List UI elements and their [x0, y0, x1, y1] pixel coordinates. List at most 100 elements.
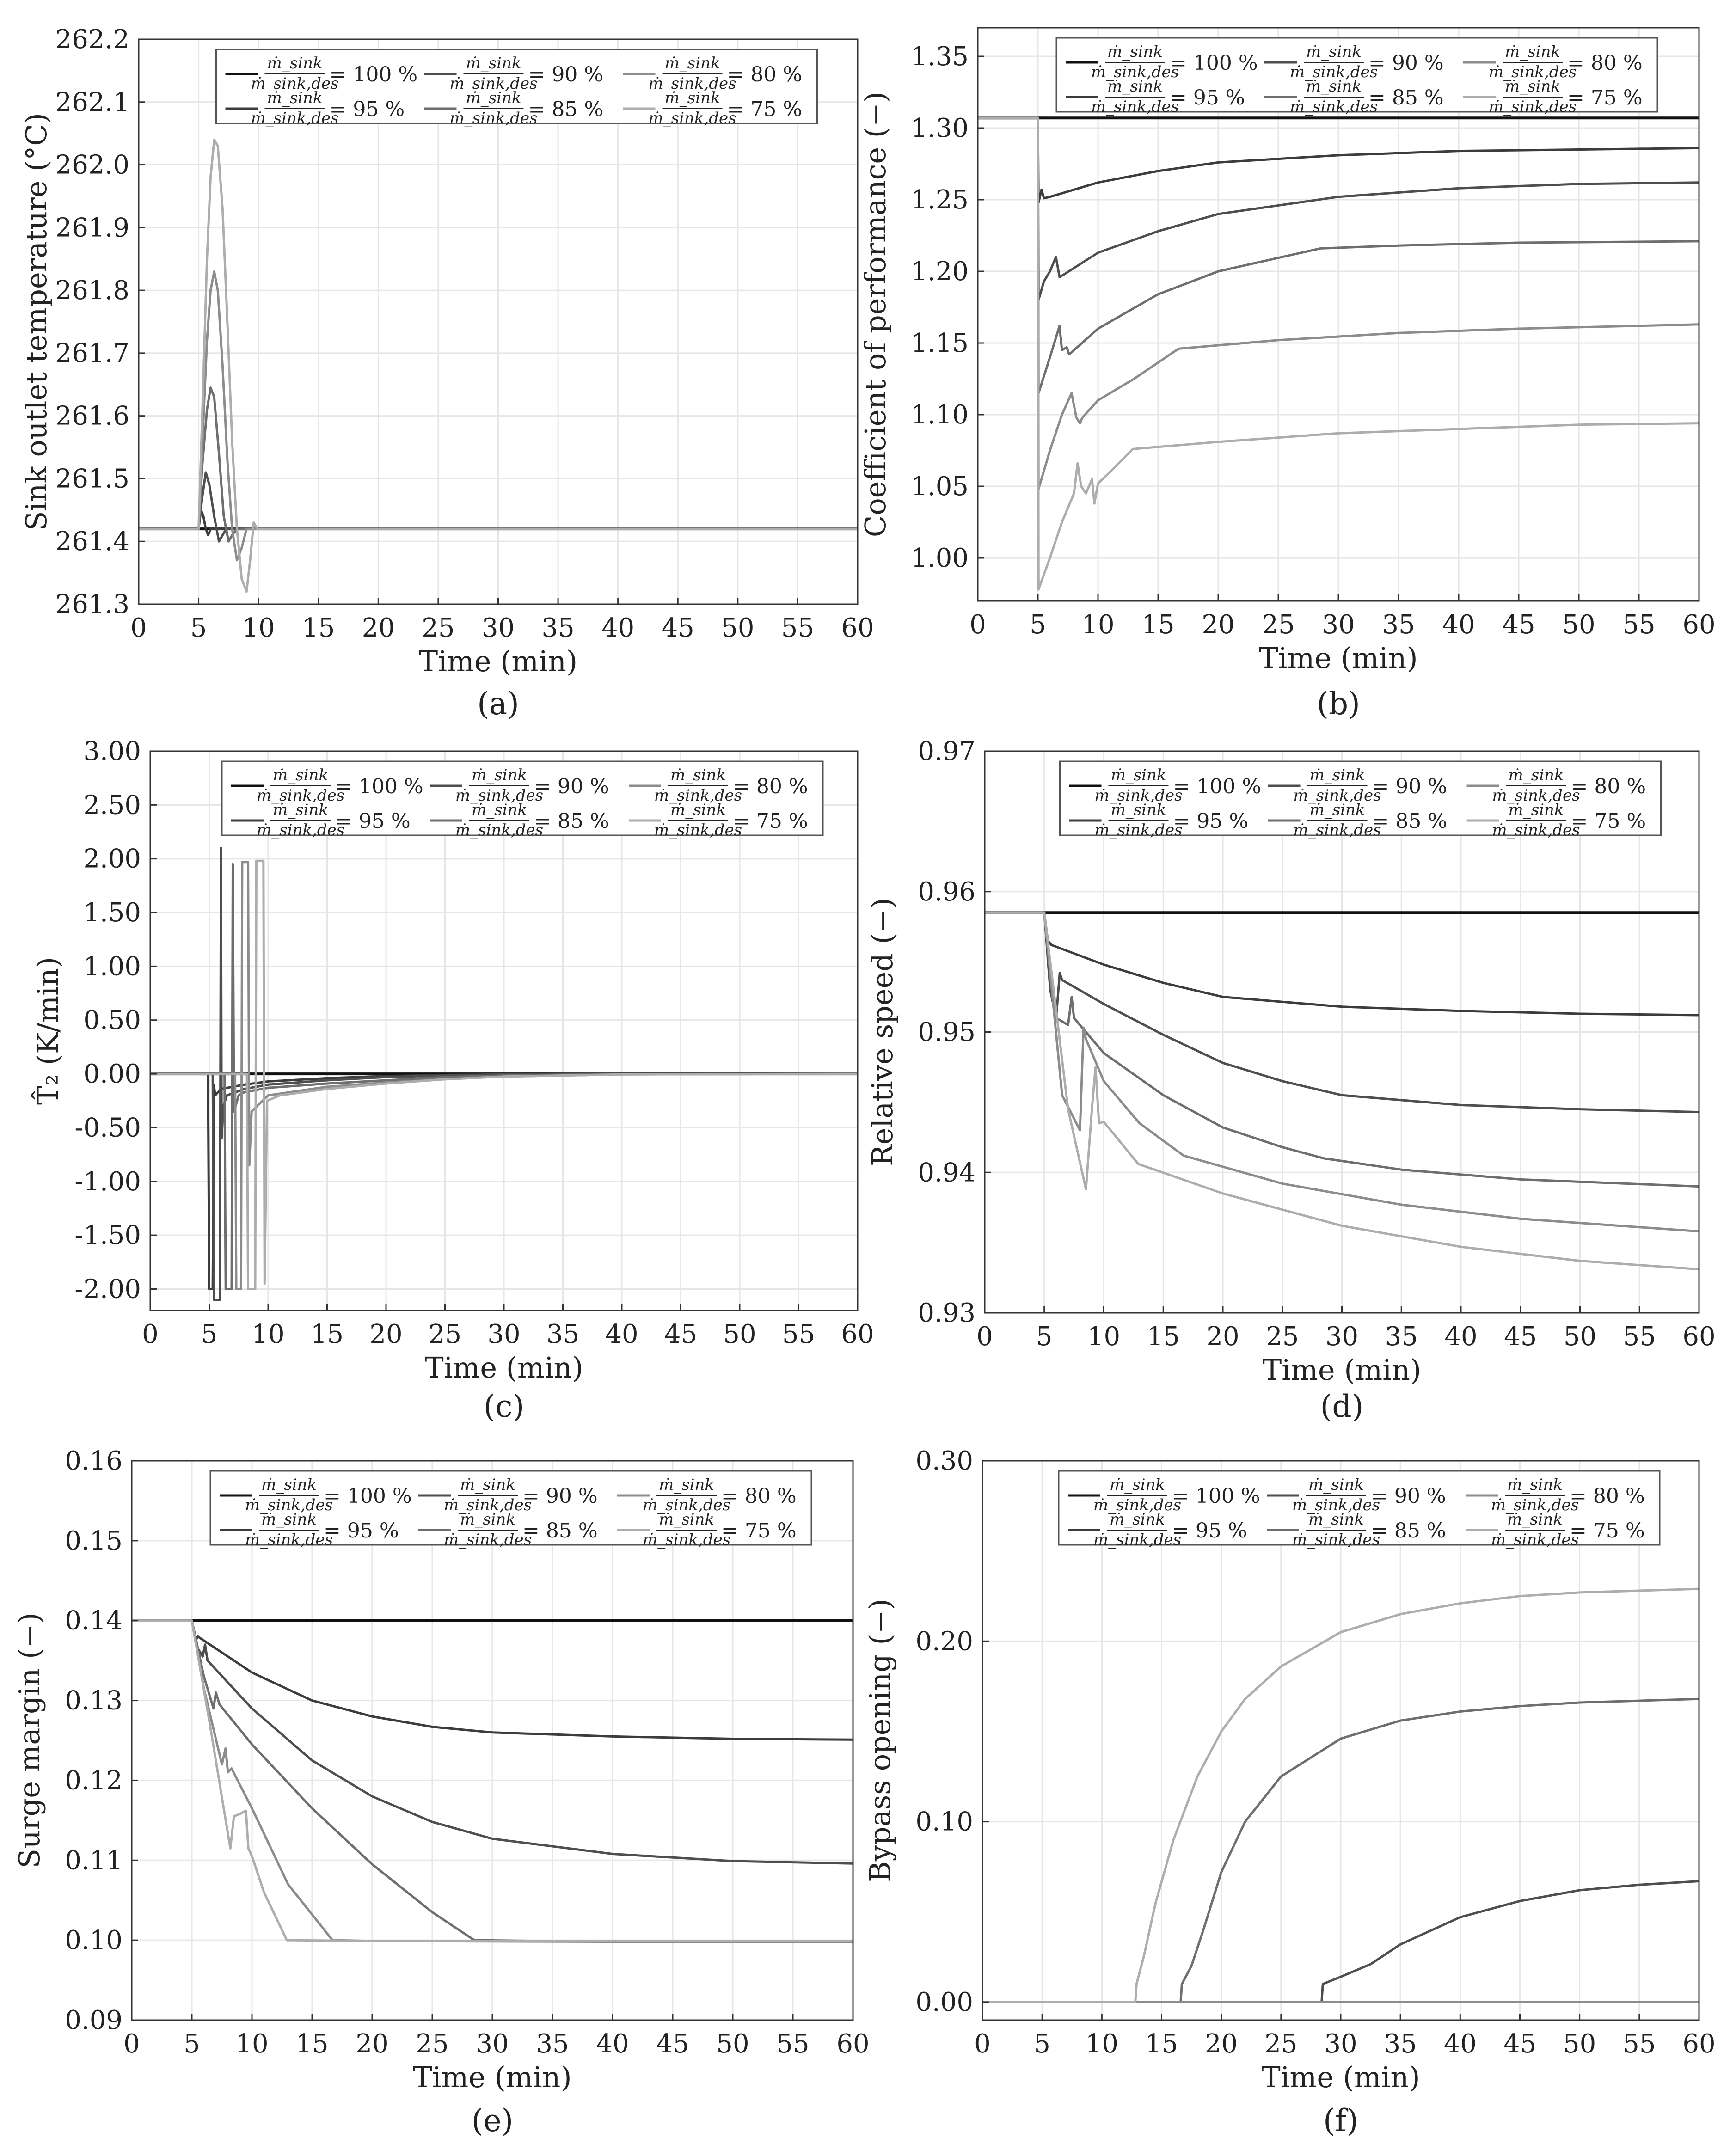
- series-line-85pct: [150, 863, 858, 1290]
- legend-value: = 100 %: [330, 63, 418, 86]
- legend-item: ṁ_sink ṁ_sink,des= 100 %: [1068, 1476, 1260, 1514]
- x-tick-label: 15: [1141, 610, 1174, 640]
- legend-value: = 75 %: [721, 1519, 797, 1543]
- legend-value: = 80 %: [1571, 775, 1646, 798]
- legend-value: = 75 %: [1570, 1519, 1645, 1543]
- x-tick-label: 45: [662, 613, 694, 643]
- legend-denominator: ṁ_sink,des: [1091, 63, 1179, 81]
- series-line-80pct: [985, 911, 1699, 1233]
- legend-numerator: ṁ_sink: [466, 89, 521, 107]
- x-tick-label: 20: [1205, 2029, 1238, 2059]
- legend-denominator: ṁ_sink,des: [1091, 98, 1179, 116]
- legend-denominator: ṁ_sink,des: [455, 786, 543, 805]
- legend-numerator: ṁ_sink: [1306, 77, 1362, 96]
- x-tick-label: 10: [1086, 2029, 1118, 2059]
- x-tick-label: 55: [1623, 2029, 1656, 2059]
- series-line-75pct: [132, 1619, 853, 1942]
- y-tick-label: 0.20: [915, 1626, 973, 1656]
- legend-numerator: ṁ_sink: [261, 1510, 317, 1529]
- legend-denominator: ṁ_sink,des: [648, 74, 736, 93]
- y-tick-label: 1.00: [911, 543, 969, 573]
- legend-frame: [221, 760, 824, 836]
- x-tick-label: 30: [1324, 2029, 1357, 2059]
- x-tick-label: 55: [1622, 610, 1655, 640]
- series-line-75pct: [978, 116, 1699, 591]
- legend-numerator: ṁ_sink: [1110, 1476, 1165, 1494]
- y-tick-label: 261.3: [55, 589, 129, 619]
- legend-denominator: ṁ_sink,des: [1489, 63, 1577, 81]
- x-tick-label: 50: [723, 1319, 756, 1349]
- series-line-75pct: [139, 138, 858, 593]
- x-tick-label: 50: [1562, 610, 1595, 640]
- legend-frame: [209, 1470, 812, 1546]
- x-tick-label: 25: [429, 1319, 461, 1349]
- legend-item: ṁ_sink ṁ_sink,des= 75 %: [623, 89, 803, 128]
- y-axis-title: Coefficient of performance (−): [859, 92, 892, 537]
- series-line-75pct: [150, 859, 858, 1290]
- legend-denominator: ṁ_sink,des: [449, 109, 537, 128]
- legend-value: = 95 %: [1172, 1519, 1247, 1543]
- legend-frame: [1058, 1470, 1661, 1546]
- legend-value: = 75 %: [1567, 86, 1643, 110]
- x-tick-label: 55: [782, 1319, 815, 1349]
- legend-item: ṁ_sink ṁ_sink,des= 100 %: [1066, 43, 1258, 81]
- legend-denominator: ṁ_sink,des: [455, 821, 543, 839]
- legend-denominator: ṁ_sink,des: [1491, 1531, 1579, 1549]
- x-tick-label: 25: [1262, 610, 1294, 640]
- x-tick-label: 50: [1564, 1322, 1596, 1352]
- x-tick-label: 25: [422, 613, 454, 643]
- chart-d: 0 5 10 15 20 25 30 35 40 45 50 55 60 0.93 0.94 0.95 0.96…: [865, 736, 1716, 1424]
- y-tick-label: 0.12: [65, 1765, 123, 1795]
- legend-value: = 95 %: [324, 1519, 399, 1543]
- series-line-90pct: [978, 116, 1699, 301]
- x-tick-label: 50: [716, 2029, 749, 2059]
- x-tick-label: 15: [1147, 1322, 1180, 1352]
- y-tick-label: 0.15: [65, 1526, 123, 1556]
- legend-denominator: ṁ_sink,des: [1093, 1496, 1181, 1514]
- legend-value: = 85 %: [528, 98, 604, 121]
- chart-panels: 0 5 10 15 20 25 30 35 40 45 50 55 60261.3261.4261.52…: [12, 24, 1716, 2138]
- legend-value: = 85 %: [1372, 809, 1448, 833]
- x-tick-label: 15: [1145, 2029, 1178, 2059]
- y-tick-label: 1.50: [83, 898, 141, 928]
- y-tick-label: 1.05: [911, 472, 969, 502]
- x-tick-label: 0: [130, 613, 147, 643]
- x-tick-label: 5: [190, 613, 207, 643]
- y-tick-label: 0.14: [65, 1606, 123, 1636]
- x-tick-label: 60: [1682, 2029, 1715, 2059]
- x-tick-label: 40: [601, 613, 634, 643]
- x-axis-title: Time (min): [1259, 641, 1417, 675]
- legend-value: = 75 %: [727, 98, 803, 121]
- x-tick-label: 60: [1682, 1322, 1715, 1352]
- legend-numerator: ṁ_sink: [664, 89, 720, 107]
- legend-numerator: ṁ_sink: [1308, 1510, 1364, 1529]
- legend-numerator: ṁ_sink: [659, 1510, 714, 1529]
- y-tick-label: 0.95: [918, 1017, 975, 1047]
- x-tick-label: 30: [476, 2029, 509, 2059]
- legend-item: ṁ_sink ṁ_sink,des= 75 %: [1466, 801, 1646, 839]
- y-axis-title: Surge margin (−): [12, 1612, 46, 1868]
- x-tick-label: 10: [242, 613, 275, 643]
- y-tick-label: 0.16: [65, 1446, 123, 1476]
- legend-item: ṁ_sink ṁ_sink,des= 85 %: [424, 89, 604, 128]
- legend-value: = 90 %: [534, 775, 609, 798]
- legend-value: = 95 %: [1173, 809, 1249, 833]
- legend-numerator: ṁ_sink: [273, 801, 328, 819]
- legend-value: = 100 %: [1173, 775, 1262, 798]
- chart-a: 0 5 10 15 20 25 30 35 40 45 50 55 60 261.3 261.4 261.5 2…: [19, 24, 874, 722]
- legend-numerator: ṁ_sink: [466, 54, 521, 73]
- legend-denominator: ṁ_sink,des: [1094, 786, 1182, 805]
- legend-numerator: ṁ_sink: [1110, 1510, 1165, 1529]
- x-tick-label: 10: [252, 1319, 284, 1349]
- panel-label: (f): [1323, 2103, 1358, 2138]
- x-tick-label: 0: [974, 2029, 991, 2059]
- legend-value: = 90 %: [1368, 51, 1444, 75]
- legend-frame: [215, 49, 818, 124]
